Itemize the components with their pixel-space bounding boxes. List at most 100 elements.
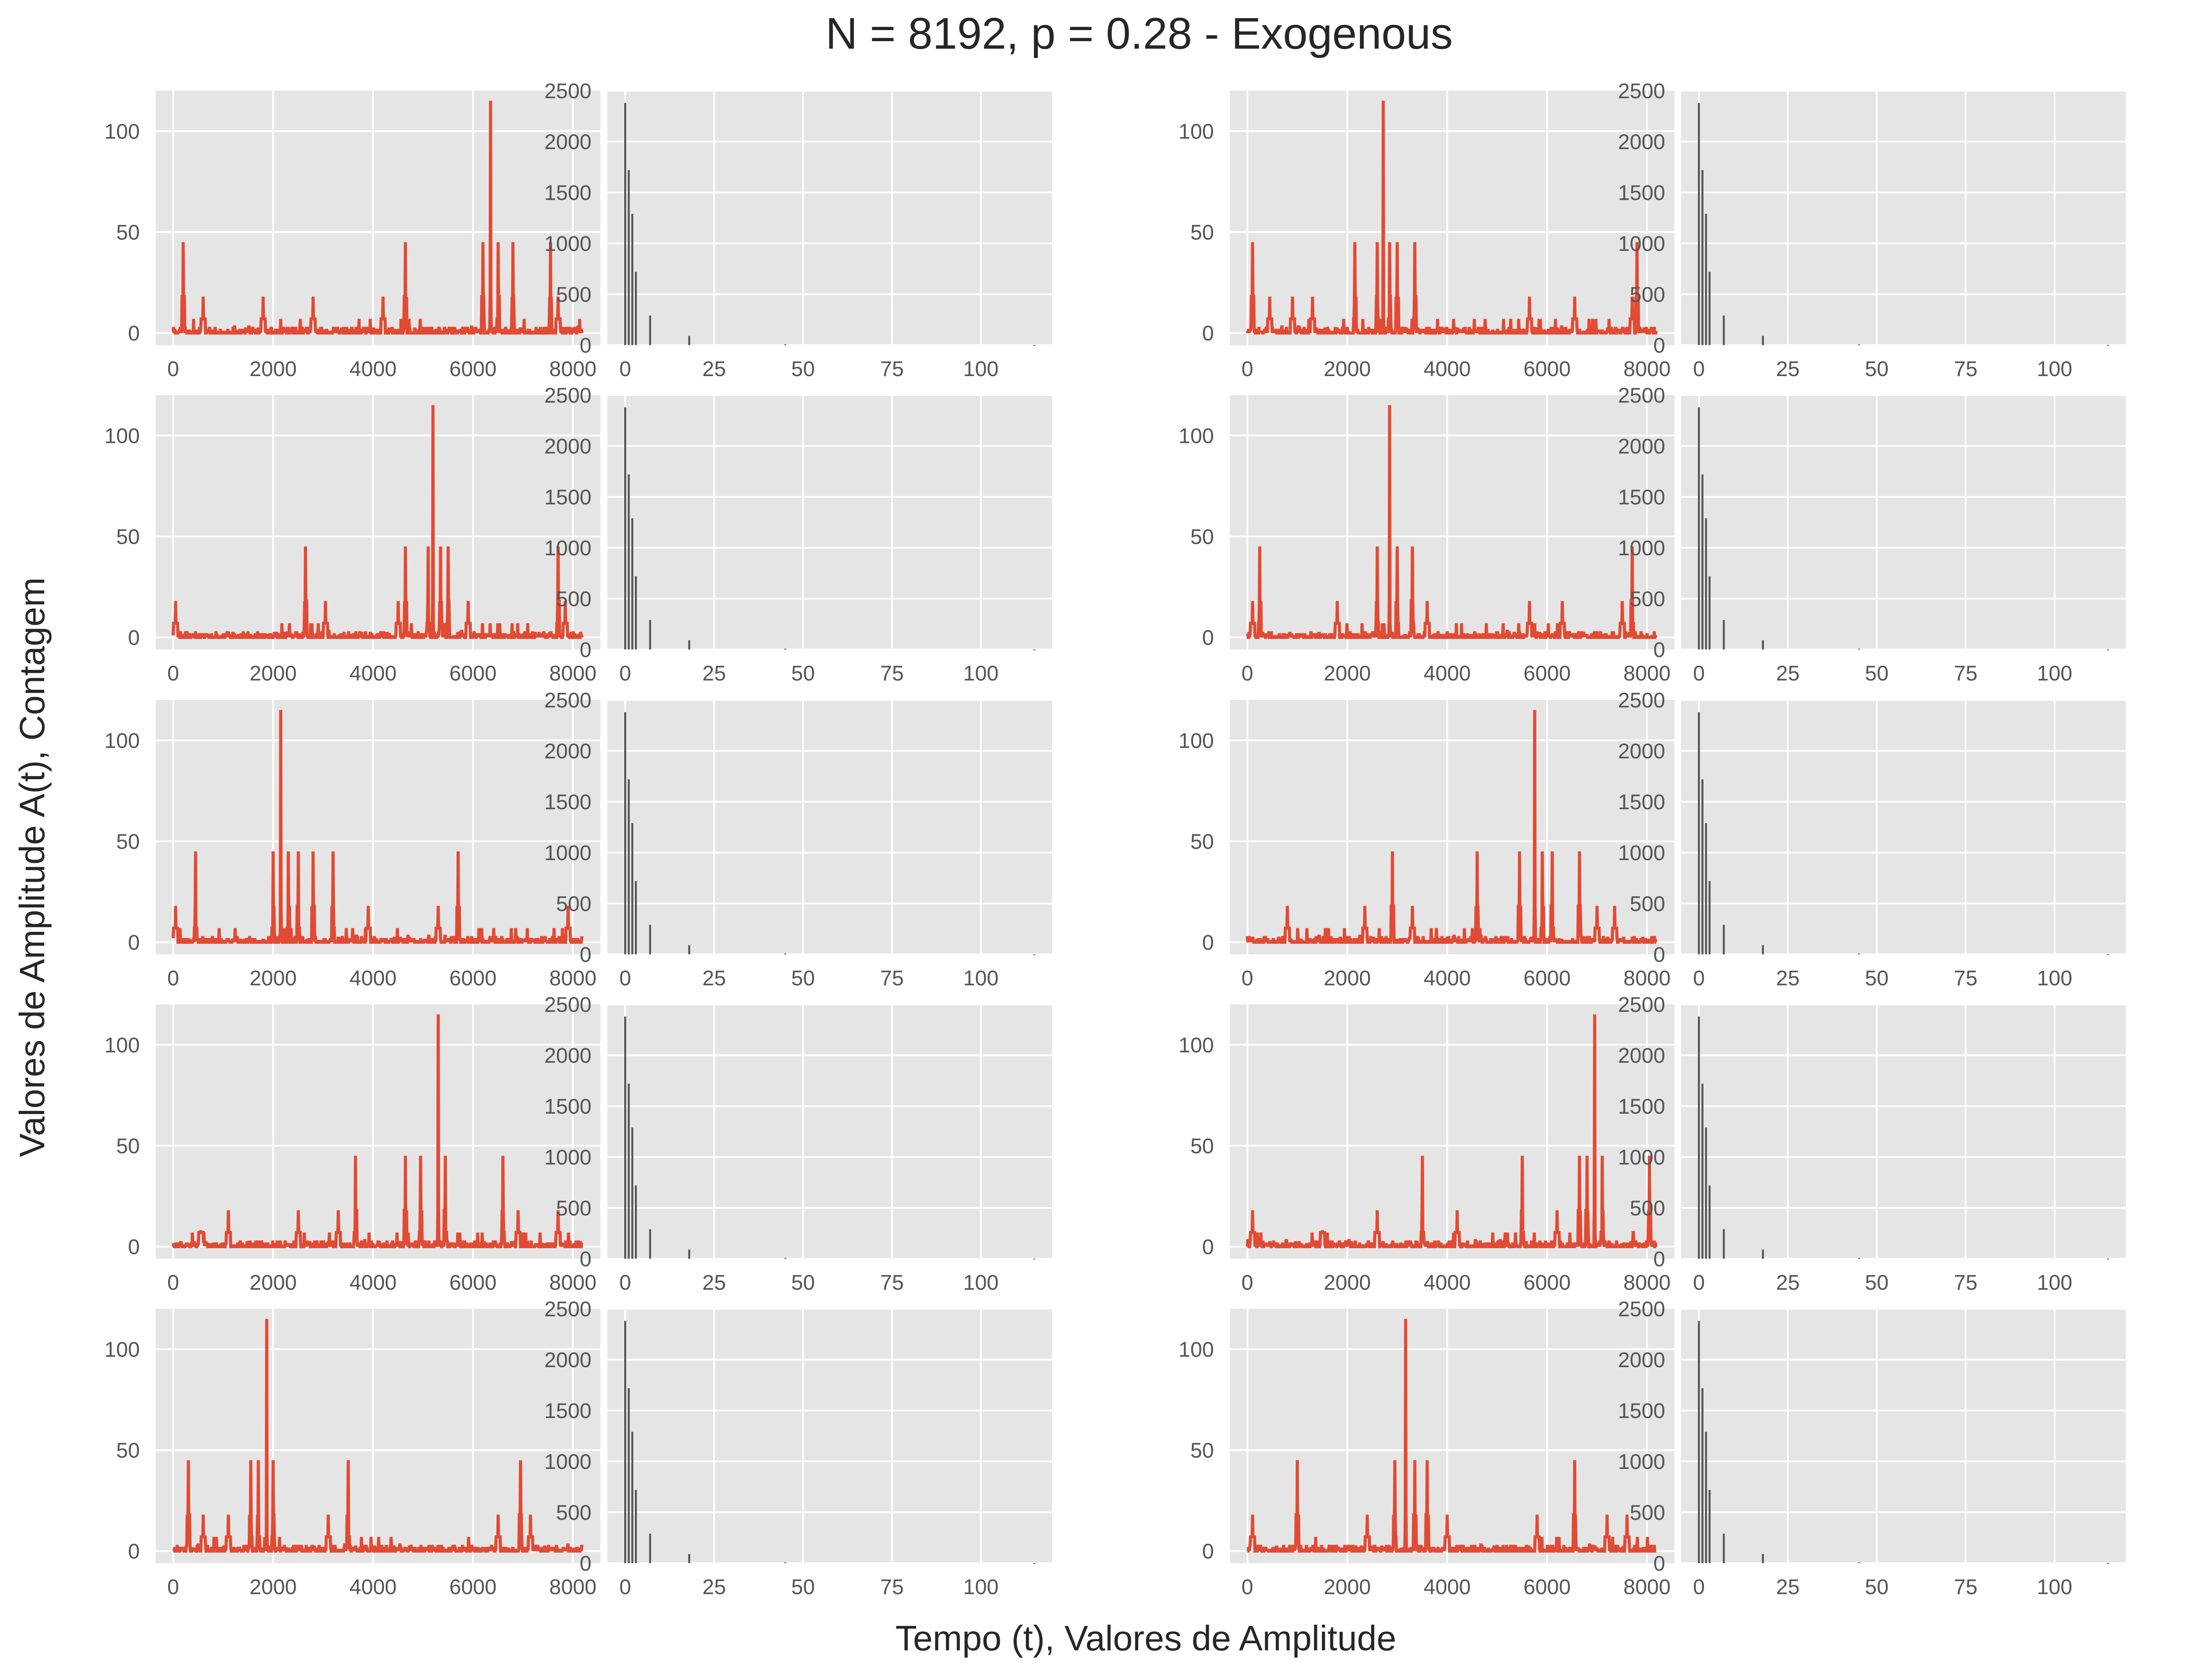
x-tick-label: 0 <box>1693 967 1705 990</box>
series-plot-area <box>1230 395 1674 650</box>
x-tick-label: 0 <box>1693 662 1705 685</box>
figure-ylabel: Valores de Amplitude A(t), Contagem <box>12 577 52 1157</box>
x-tick-label: 75 <box>880 1576 904 1599</box>
x-tick-label: 8000 <box>549 1576 597 1599</box>
x-tick-label: 100 <box>963 357 998 381</box>
x-tick-label: 2000 <box>250 1271 297 1295</box>
histogram-bar <box>1723 1534 1725 1563</box>
histogram-bar <box>624 103 626 346</box>
amplitude-series-line <box>172 710 584 944</box>
y-tick-label: 100 <box>104 120 140 143</box>
x-tick-label: 50 <box>791 662 815 685</box>
histogram-plot-area <box>607 1309 1052 1563</box>
x-tick-label: 4000 <box>349 662 397 685</box>
x-tick-label: 4000 <box>349 1271 397 1295</box>
y-tick-label: 500 <box>556 892 591 916</box>
histogram-bar <box>1858 1258 1860 1259</box>
y-tick-label: 1500 <box>1618 486 1665 509</box>
x-tick-label: 25 <box>703 662 726 685</box>
y-tick-label: 1500 <box>1618 1399 1665 1423</box>
y-tick-label: 0 <box>128 322 140 346</box>
histogram-bar <box>1723 620 1725 650</box>
histogram-bar <box>649 1534 651 1563</box>
x-tick-label: 2000 <box>250 357 297 381</box>
y-tick-label: 100 <box>104 1338 140 1361</box>
x-tick-label: 0 <box>167 1576 179 1599</box>
y-tick-label: 2000 <box>1618 131 1665 154</box>
amplitude-series-line <box>172 1014 584 1249</box>
y-tick-label: 50 <box>1190 1439 1214 1462</box>
x-tick-label: 75 <box>1954 1271 1978 1295</box>
series-plot-area <box>1230 91 1674 345</box>
histogram-bar <box>2107 345 2109 346</box>
histogram-bar <box>1701 1084 1704 1259</box>
histogram-bar <box>688 1554 691 1563</box>
histogram-bar <box>1701 170 1704 345</box>
y-tick-label: 100 <box>1179 1338 1214 1361</box>
x-tick-label: 2000 <box>250 1576 297 1599</box>
x-tick-label: 100 <box>2037 662 2072 685</box>
y-tick-label: 50 <box>1190 830 1214 853</box>
x-tick-label: 6000 <box>1524 662 1571 685</box>
y-tick-label: 100 <box>104 424 140 448</box>
y-tick-label: 50 <box>116 525 140 549</box>
y-tick-label: 500 <box>1630 1197 1665 1220</box>
x-tick-label: 2000 <box>1324 1576 1371 1599</box>
histogram-bar <box>631 1127 634 1259</box>
x-tick-label: 2000 <box>1324 967 1371 990</box>
series-plot-area <box>156 1309 600 1563</box>
y-tick-label: 2500 <box>1618 80 1665 103</box>
amplitude-series-line <box>172 100 584 335</box>
y-tick-label: 100 <box>1179 424 1214 448</box>
x-tick-label: 75 <box>880 967 904 990</box>
x-tick-label: 75 <box>880 1271 904 1295</box>
amplitude-series-line <box>172 1318 584 1553</box>
y-tick-label: 0 <box>1202 1236 1214 1259</box>
x-tick-label: 6000 <box>449 967 497 990</box>
y-tick-label: 50 <box>1190 1134 1214 1158</box>
histogram-plot-area <box>1681 395 2126 650</box>
y-tick-label: 2000 <box>544 1349 591 1372</box>
x-tick-label: 50 <box>1865 1271 1889 1295</box>
x-tick-label: 75 <box>1954 967 1978 990</box>
histogram-bar <box>1762 945 1764 954</box>
histogram-plot-area <box>1681 91 2126 345</box>
figure-title: N = 8192, p = 0.28 - Exogenous <box>826 9 1453 58</box>
x-tick-label: 8000 <box>1624 1271 1671 1295</box>
x-tick-label: 6000 <box>1524 967 1571 990</box>
x-tick-label: 50 <box>791 357 815 381</box>
x-tick-label: 2000 <box>1324 357 1371 381</box>
x-tick-label: 0 <box>1241 662 1253 685</box>
x-tick-label: 8000 <box>549 967 597 990</box>
x-tick-label: 25 <box>1776 662 1800 685</box>
histogram-bar <box>784 1562 787 1564</box>
y-tick-label: 1000 <box>1618 1450 1665 1474</box>
x-tick-label: 75 <box>1954 1576 1978 1599</box>
y-tick-label: 1500 <box>544 1399 591 1423</box>
y-tick-label: 2500 <box>1618 384 1665 407</box>
histogram-bar <box>635 881 637 954</box>
histogram-bar <box>784 953 787 955</box>
y-tick-label: 50 <box>116 1134 140 1158</box>
histogram-bar <box>1697 407 1700 650</box>
x-tick-label: 0 <box>167 967 179 990</box>
y-tick-label: 2500 <box>1618 689 1665 712</box>
histogram-bar <box>631 1432 634 1563</box>
x-tick-label: 6000 <box>449 1576 497 1599</box>
y-tick-label: 100 <box>1179 1034 1214 1057</box>
y-tick-label: 0 <box>580 638 591 662</box>
x-tick-label: 25 <box>1776 1576 1800 1599</box>
histogram-bar <box>1709 881 1711 954</box>
x-tick-label: 2000 <box>1324 1271 1371 1295</box>
y-tick-label: 500 <box>1630 1501 1665 1525</box>
x-tick-label: 8000 <box>1624 967 1671 990</box>
histogram-bar <box>1697 1016 1700 1259</box>
x-tick-label: 25 <box>703 357 726 381</box>
histogram-bar <box>1723 1229 1725 1259</box>
